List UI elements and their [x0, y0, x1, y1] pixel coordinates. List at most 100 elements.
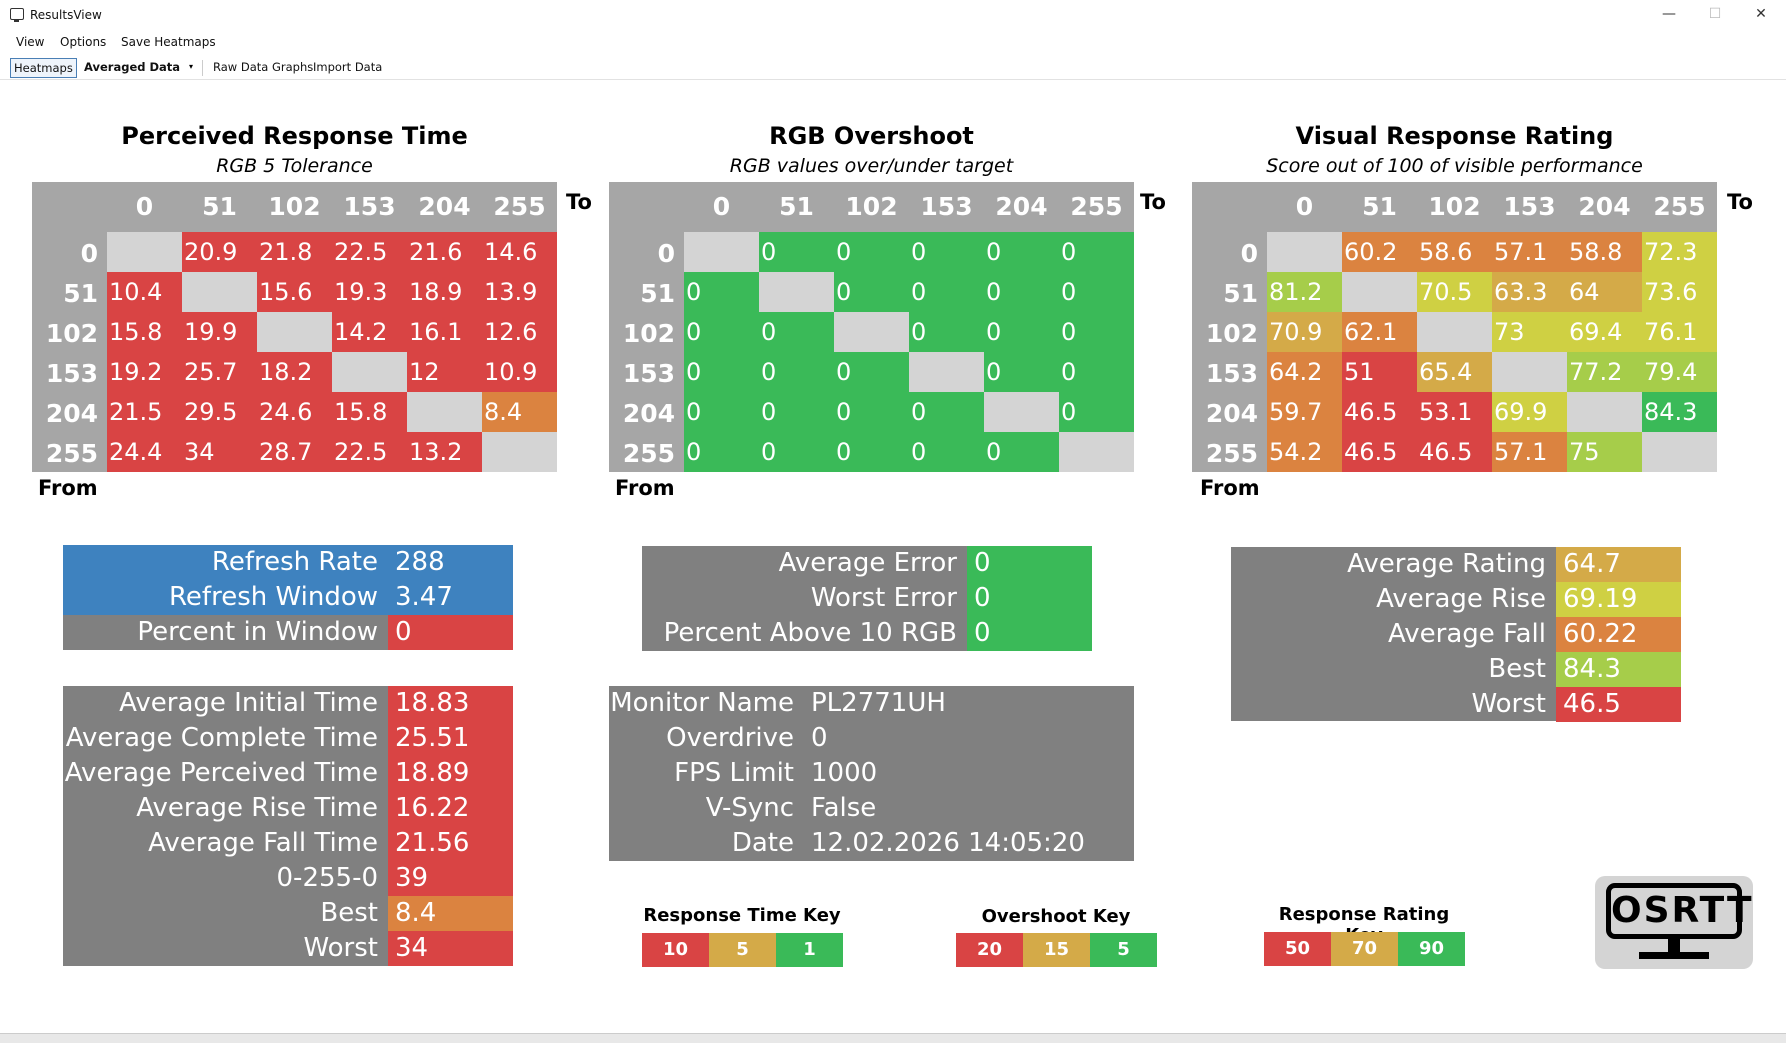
- heatmap-cell: 0: [759, 392, 834, 432]
- column-header: 102: [268, 192, 321, 221]
- heatmap-cell: 0: [759, 312, 834, 352]
- menu-save-heatmaps[interactable]: Save Heatmaps: [121, 35, 216, 49]
- from-label: From: [38, 476, 98, 500]
- heatmap-cell: 0: [834, 392, 909, 432]
- heatmap-cell: 0: [1059, 312, 1134, 352]
- heatmap-cell: 0: [1059, 232, 1134, 272]
- stat-label: 0-255-0: [276, 863, 378, 893]
- stat-value: 3.47: [388, 580, 513, 615]
- heatmap-cell: 28.7: [257, 432, 332, 472]
- heatmap-subtitle: RGB 5 Tolerance: [216, 155, 373, 177]
- heatmap-cell: 10.4: [107, 272, 182, 312]
- menu-options[interactable]: Options: [60, 35, 107, 49]
- to-label: To: [566, 190, 592, 214]
- stat-value: 39: [388, 861, 513, 896]
- row-header: 204: [622, 399, 675, 428]
- column-header: 51: [1362, 192, 1397, 221]
- key-cell: 1: [776, 933, 843, 967]
- heatmap-subtitle: RGB values over/under target: [729, 155, 1014, 177]
- stat-label: Worst Error: [810, 583, 957, 613]
- stat-row: Average Rise 69.19: [1231, 582, 1681, 617]
- empty-cell: [1417, 312, 1492, 352]
- stat-row: Average Fall Time 21.56: [63, 826, 513, 861]
- heatmap-cell: 29.5: [182, 392, 257, 432]
- import-data-button[interactable]: Import Data: [313, 60, 383, 74]
- heatmap-cell: 22.5: [332, 432, 407, 472]
- app-icon: [10, 8, 24, 22]
- stat-label: Average Fall: [1388, 619, 1546, 649]
- chevron-down-icon[interactable]: ▾: [189, 62, 194, 71]
- key-cell: 5: [709, 933, 776, 967]
- stat-value: 84.3: [1556, 652, 1681, 687]
- stat-row: FPS Limit 1000: [609, 756, 1134, 791]
- key-title: Response Time Key: [643, 905, 841, 926]
- stat-label: Worst: [303, 933, 378, 963]
- heatmap-cell: 59.7: [1267, 392, 1342, 432]
- heatmap-cell: 60.2: [1342, 232, 1417, 272]
- stat-label: Monitor Name: [610, 688, 794, 718]
- stat-row: Average Initial Time 18.83: [63, 686, 513, 721]
- empty-cell: [834, 312, 909, 352]
- stat-value: 18.83: [388, 686, 513, 721]
- empty-cell: [1642, 432, 1717, 472]
- column-header: 204: [1578, 192, 1631, 221]
- row-header: 0: [80, 239, 98, 268]
- column-header: 255: [1070, 192, 1123, 221]
- heatmap-cell: 69.9: [1492, 392, 1567, 432]
- stat-value: 34: [388, 931, 513, 966]
- heatmap-cell: 79.4: [1642, 352, 1717, 392]
- row-header: 204: [1205, 399, 1258, 428]
- empty-cell: [257, 312, 332, 352]
- minimize-button[interactable]: —: [1662, 6, 1676, 22]
- heatmap-cell: 65.4: [1417, 352, 1492, 392]
- heatmap-cell: 15.8: [107, 312, 182, 352]
- row-header: 51: [640, 279, 675, 308]
- heatmap-cell: 0: [684, 432, 759, 472]
- empty-cell: [407, 392, 482, 432]
- column-header: 255: [493, 192, 546, 221]
- column-header: 255: [1653, 192, 1706, 221]
- heatmap-cell: 0: [984, 312, 1059, 352]
- heatmap-cell: 62.1: [1342, 312, 1417, 352]
- stat-value: 0: [967, 546, 1092, 581]
- heatmap-cell: 13.2: [407, 432, 482, 472]
- stat-value: 16.22: [388, 791, 513, 826]
- key-cell: 70: [1331, 932, 1398, 966]
- heatmap-cell: 0: [984, 432, 1059, 472]
- heatmap-cell: 53.1: [1417, 392, 1492, 432]
- key-cell: 20: [956, 933, 1023, 967]
- heatmap-cell: 58.8: [1567, 232, 1642, 272]
- heatmap-cell: 0: [1059, 272, 1134, 312]
- empty-cell: [107, 232, 182, 272]
- stat-label: Refresh Rate: [63, 545, 388, 580]
- stat-row: Monitor Name PL2771UH: [609, 686, 1134, 721]
- stat-value: 8.4: [388, 896, 513, 931]
- heatmap-cell: 24.4: [107, 432, 182, 472]
- status-bar: [0, 1033, 1786, 1043]
- toolbar-separator: [202, 60, 203, 76]
- stat-row: Average Fall 60.22: [1231, 617, 1681, 652]
- heatmap-cell: 21.6: [407, 232, 482, 272]
- row-header: 102: [622, 319, 675, 348]
- stat-label: Best: [320, 898, 378, 928]
- stat-value: 0: [811, 723, 828, 753]
- to-label: To: [1140, 190, 1166, 214]
- key-cell: 50: [1264, 932, 1331, 966]
- raw-data-graphs-button[interactable]: Raw Data Graphs: [213, 60, 314, 74]
- stat-row: Best 84.3: [1231, 652, 1681, 687]
- heatmaps-tab[interactable]: Heatmaps: [10, 58, 77, 78]
- maximize-button[interactable]: ☐: [1708, 6, 1722, 22]
- heatmap-grid: 0 0 51 51 102 102 153 153 204 204 255 255 20.9 21.8 22…: [32, 182, 557, 472]
- close-button[interactable]: ✕: [1755, 6, 1767, 22]
- heatmap-grid: 0 0 51 51 102 102 153 153 204 204 255 255 0 0 0 0 0 0 0 0 0 0…: [609, 182, 1134, 472]
- averaged-data-dropdown[interactable]: Averaged Data: [84, 60, 181, 74]
- empty-cell: [332, 352, 407, 392]
- stat-row: Refresh Rate 288: [63, 545, 513, 580]
- heatmap-cell: 70.9: [1267, 312, 1342, 352]
- stat-label: Worst: [1471, 689, 1546, 719]
- menu-view[interactable]: View: [16, 35, 45, 49]
- heatmap-cell: 24.6: [257, 392, 332, 432]
- stat-value: 0: [388, 615, 513, 650]
- heatmap-cell: 69.4: [1567, 312, 1642, 352]
- heatmap-cell: 70.5: [1417, 272, 1492, 312]
